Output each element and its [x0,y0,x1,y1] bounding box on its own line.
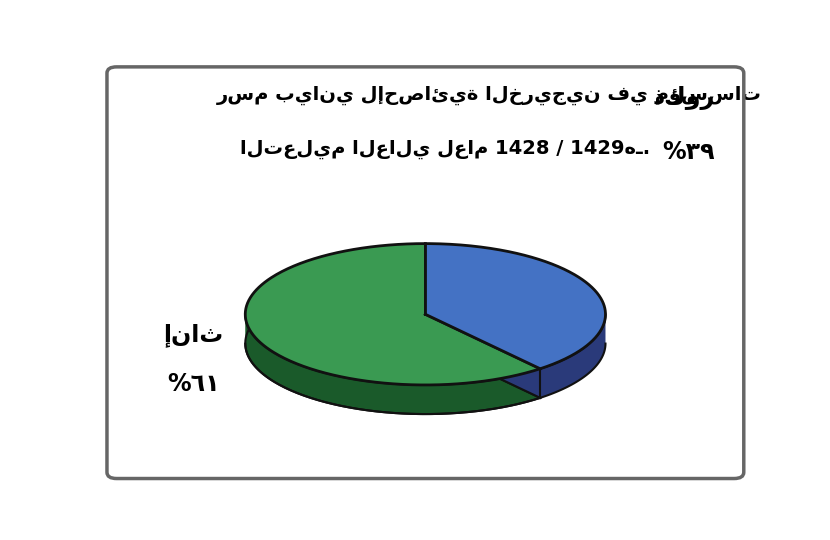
Polygon shape [246,315,540,414]
Text: %٣٩: %٣٩ [662,140,715,164]
Polygon shape [426,314,540,398]
Polygon shape [246,244,540,385]
Text: ذكور: ذكور [652,85,715,110]
Text: التعليم العالي لعام 1428 / 1429هـ.: التعليم العالي لعام 1428 / 1429هـ. [240,140,650,159]
Text: رسم بياني لإحصائية الخريجين في مؤسسات: رسم بياني لإحصائية الخريجين في مؤسسات [217,85,762,105]
Polygon shape [426,244,605,369]
Polygon shape [426,314,540,398]
Text: إناث: إناث [164,322,224,347]
Polygon shape [540,314,605,398]
Text: %٦١: %٦١ [168,373,220,396]
